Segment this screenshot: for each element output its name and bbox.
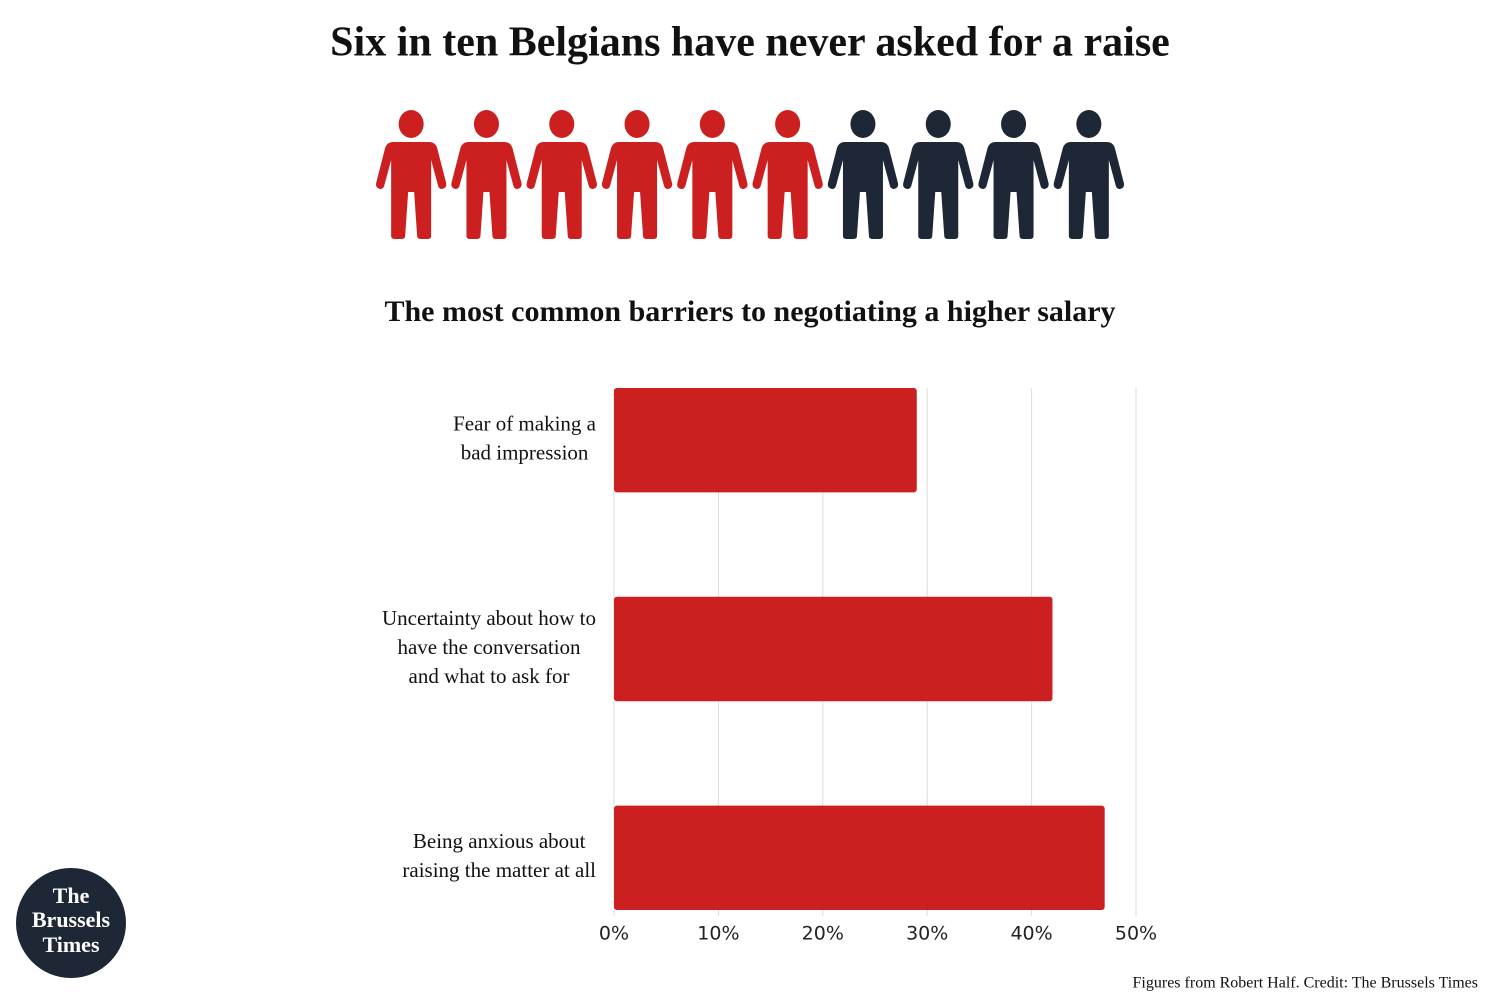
y-tick-label: Fear of making a [453,412,597,436]
person-icon [677,110,748,239]
person-icon [375,110,447,239]
person-head [398,110,424,138]
y-tick-label: Uncertainty about how to [382,606,596,630]
x-tick-label: 0% [599,923,629,945]
person-body [978,142,1049,239]
person-body [903,142,974,239]
person-icon [978,110,1049,239]
person-head [549,110,575,138]
person-body [677,142,748,239]
chart-subtitle: The most common barriers to negotiating … [384,295,1115,328]
person-icon [451,110,522,239]
person-head [699,110,725,138]
logo-text: The [53,883,90,908]
person-icon [601,110,673,239]
person-head [1076,110,1102,138]
y-tick-label: raising the matter at all [402,858,596,882]
person-body [601,142,673,239]
person-icon [1053,110,1125,239]
source-note: Figures from Robert Half. Credit: The Br… [1133,975,1478,992]
logo: The Brussels Times [16,868,126,978]
person-head [624,110,650,138]
person-body [526,142,597,239]
x-tick-label: 50% [1115,923,1157,945]
chart-title: Six in ten Belgians have never asked for… [330,20,1170,66]
logo-badge [16,868,126,978]
bar [614,805,1105,910]
person-icon [903,110,974,239]
person-icon [526,110,597,239]
person-body [827,142,899,239]
person-icon [827,110,899,239]
x-tick-label: 10% [697,923,739,945]
person-head [775,110,801,138]
x-tick-label: 30% [906,923,948,945]
person-head [925,110,951,138]
person-head [473,110,499,138]
person-body [451,142,522,239]
logo-text: Brussels [32,907,111,932]
y-tick-label: have the conversation [397,635,581,659]
logo-text: Times [42,932,99,957]
person-head [1001,110,1027,138]
person-icon [752,110,823,239]
y-tick-label: and what to ask for [409,664,570,688]
x-tick-label: 40% [1010,923,1052,945]
x-tick-label: 20% [802,923,844,945]
bar [614,596,1053,702]
bar [614,388,917,493]
y-tick-label: bad impression [461,441,589,465]
person-body [752,142,823,239]
person-body [375,142,447,239]
y-tick-label: Being anxious about [413,829,586,853]
person-body [1053,142,1125,239]
person-head [850,110,876,138]
